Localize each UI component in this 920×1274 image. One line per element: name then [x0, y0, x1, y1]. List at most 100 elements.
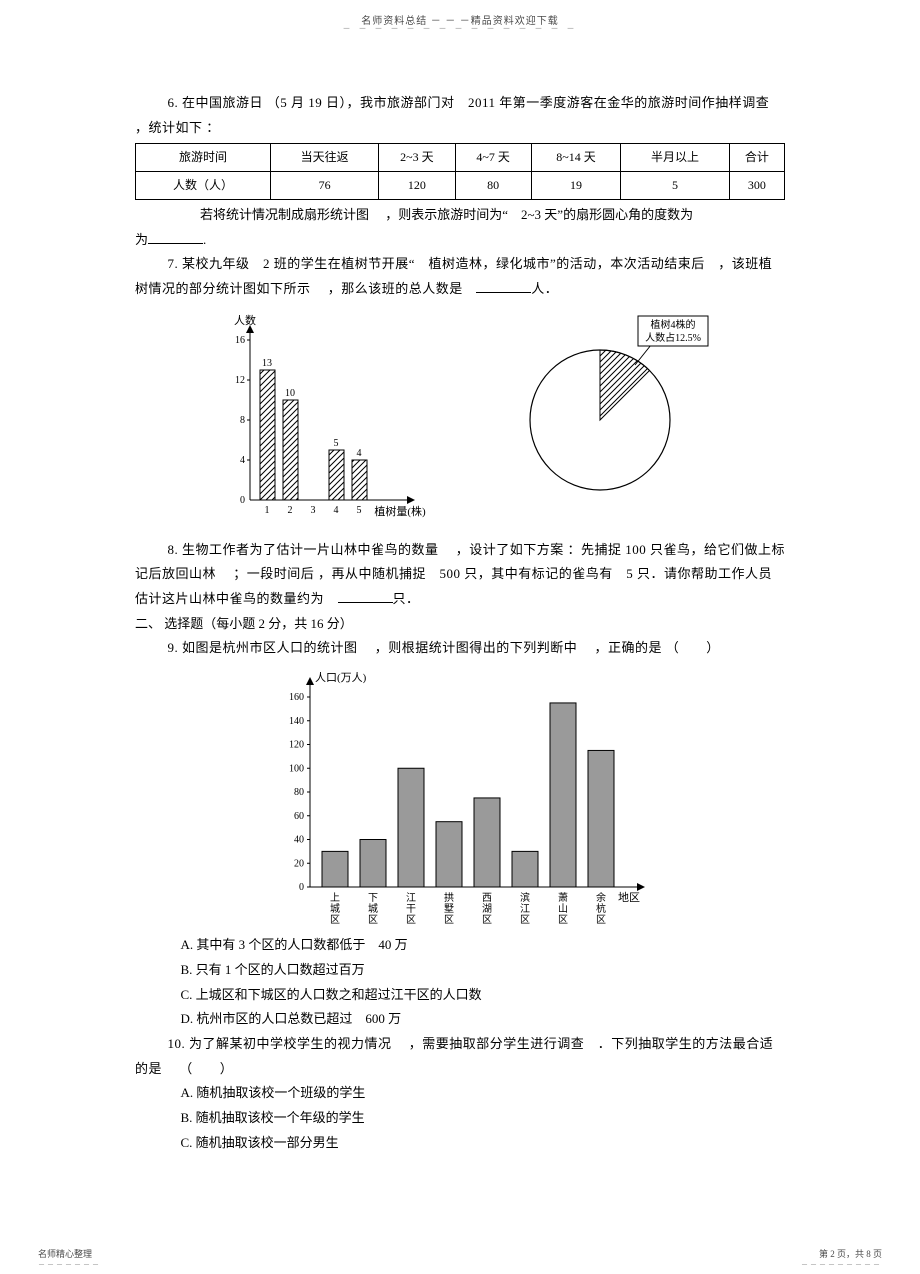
svg-text:10: 10: [285, 388, 295, 399]
page-content: 6. 在中国旅游日 （5 月 19 日），我市旅游部门对 2011 年第一季度游…: [135, 91, 785, 1155]
svg-text:湖: 湖: [482, 903, 492, 915]
svg-text:杭: 杭: [596, 902, 606, 915]
svg-text:4: 4: [357, 448, 362, 459]
svg-text:墅: 墅: [444, 903, 454, 915]
q8-body: 8. 生物工作者为了估计一片山林中雀鸟的数量 ，设计了如下方案 ：先捕捉 100…: [135, 542, 785, 606]
q9-opt-d: D. 杭州市区的人口总数已超过 600 万: [135, 1007, 785, 1032]
svg-text:城: 城: [368, 903, 378, 915]
svg-text:5: 5: [334, 438, 339, 449]
td: 76: [270, 172, 378, 200]
svg-text:上: 上: [330, 892, 340, 904]
svg-text:区: 区: [558, 914, 568, 926]
svg-text:滨: 滨: [520, 891, 530, 904]
svg-text:区: 区: [482, 914, 492, 926]
ylabel: 人口(万人): [315, 671, 367, 684]
th: 2~3 天: [379, 144, 455, 172]
svg-text:拱: 拱: [444, 891, 454, 904]
q9-opt-c: C. 上城区和下城区的人口数之和超过江干区的人口数: [135, 983, 785, 1008]
q10-opt-a: A. 随机抽取该校一个班级的学生: [135, 1081, 785, 1106]
svg-text:4: 4: [334, 505, 339, 516]
th: 合计: [729, 144, 784, 172]
svg-text:3: 3: [311, 505, 316, 516]
q7-body: 7. 某校九年级 2 班的学生在植树节开展“ 植树造林，绿化城市”的活动，本次活…: [135, 256, 772, 296]
q6-text: 6. 在中国旅游日 （5 月 19 日），我市旅游部门对 2011 年第一季度游…: [135, 91, 785, 140]
svg-text:13: 13: [262, 358, 272, 369]
td: 300: [729, 172, 784, 200]
svg-text:干: 干: [406, 904, 416, 915]
header-dots: － － － － － － － － － － － － － － －: [0, 27, 920, 31]
footer-right: 第 2 页，共 8 页: [819, 1247, 882, 1260]
svg-text:160: 160: [289, 692, 304, 703]
section2-heading: 二、 选择题（每小题 2 分，共 16 分）: [135, 612, 785, 637]
blank: [148, 231, 203, 244]
svg-text:40: 40: [294, 835, 304, 846]
blank: [476, 280, 531, 293]
svg-text:4: 4: [240, 455, 245, 466]
svg-text:城: 城: [330, 903, 340, 915]
svg-text:植树4株的: 植树4株的: [651, 318, 696, 331]
th: 8~14 天: [531, 144, 621, 172]
q9-opt-b: B. 只有 1 个区的人口数超过百万: [135, 958, 785, 983]
svg-text:2: 2: [288, 505, 293, 516]
td: 80: [455, 172, 531, 200]
svg-text:萧: 萧: [558, 892, 568, 904]
svg-text:20: 20: [294, 858, 304, 869]
q6-table: 旅游时间 当天往返 2~3 天 4~7 天 8~14 天 半月以上 合计 人数（…: [135, 143, 785, 200]
footer-dots-r: －－－－－－－－－: [801, 1260, 882, 1270]
q10-opt-b: B. 随机抽取该校一个年级的学生: [135, 1106, 785, 1131]
svg-text:140: 140: [289, 716, 304, 727]
td: 120: [379, 172, 455, 200]
footer-left: 名师精心整理: [38, 1247, 92, 1260]
svg-text:江: 江: [520, 903, 530, 915]
svg-text:80: 80: [294, 787, 304, 798]
q7-pie-chart: 植树4株的 人数占12.5%: [490, 310, 710, 510]
q10-opt-c: C. 随机抽取该校一部分男生: [135, 1131, 785, 1156]
th: 4~7 天: [455, 144, 531, 172]
svg-text:12: 12: [235, 375, 245, 386]
td: 19: [531, 172, 621, 200]
ylabel: 人数: [234, 314, 256, 327]
svg-text:区: 区: [330, 914, 340, 926]
page-header: 名师资料总结 － － －精品资料欢迎下载: [0, 0, 920, 27]
svg-text:区: 区: [368, 914, 378, 926]
q7-suffix: 人．: [531, 281, 558, 296]
svg-text:1: 1: [265, 505, 270, 516]
svg-text:下: 下: [368, 893, 378, 904]
footer-dots-l: －－－－－－－: [38, 1260, 101, 1270]
svg-text:120: 120: [289, 740, 304, 751]
blank: [338, 590, 393, 603]
q9-text: 9. 如图是杭州市区人口的统计图 ，则根据统计图得出的下列判断中 ，正确的是 （…: [135, 636, 785, 661]
th: 旅游时间: [136, 144, 271, 172]
svg-text:人数占12.5%: 人数占12.5%: [645, 331, 701, 344]
td: 5: [621, 172, 729, 200]
q6-after-text: 若将统计情况制成扇形统计图 ，则表示旅游时间为“ 2~3 天”的扇形圆心角的度数…: [135, 203, 693, 228]
table-header-row: 旅游时间 当天往返 2~3 天 4~7 天 8~14 天 半月以上 合计: [136, 144, 785, 172]
q10-text: 10. 为了解某初中学校学生的视力情况 ，需要抽取部分学生进行调查 ．下列抽取学…: [135, 1032, 785, 1081]
q7-charts: 0 4 8 12 16 人数 13 10 5 4 1 2 3 4 5: [135, 310, 785, 530]
table-row: 人数（人） 76 120 80 19 5 300: [136, 172, 785, 200]
svg-text:江: 江: [406, 892, 416, 904]
q6-prefix-wei: 为: [135, 232, 148, 247]
th: 半月以上: [621, 144, 729, 172]
svg-text:100: 100: [289, 763, 304, 774]
q8-suffix: 只．: [393, 591, 420, 606]
svg-text:区: 区: [520, 914, 530, 926]
q9-opt-a: A. 其中有 3 个区的人口数都低于 40 万: [135, 933, 785, 958]
xlabel: 地区: [618, 891, 640, 904]
svg-text:5: 5: [357, 505, 362, 516]
svg-text:余: 余: [596, 891, 606, 904]
svg-text:西: 西: [482, 893, 492, 904]
xlabel: 植树量(株): [374, 504, 426, 518]
svg-text:区: 区: [596, 914, 606, 926]
svg-text:16: 16: [235, 335, 245, 346]
q6-after: 若将统计情况制成扇形统计图 ，则表示旅游时间为“ 2~3 天”的扇形圆心角的度数…: [135, 203, 785, 252]
q6-period: .: [203, 232, 206, 247]
q9-bar-chart: 人口(万人) 地区 020406080100120140160 上城区下城区江干…: [260, 667, 660, 927]
q9-chart-wrap: 人口(万人) 地区 020406080100120140160 上城区下城区江干…: [135, 667, 785, 927]
svg-text:区: 区: [444, 914, 454, 926]
svg-text:60: 60: [294, 811, 304, 822]
q7-bar-chart: 0 4 8 12 16 人数 13 10 5 4 1 2 3 4 5: [210, 310, 430, 530]
q7-text: 7. 某校九年级 2 班的学生在植树节开展“ 植树造林，绿化城市”的活动，本次活…: [135, 252, 785, 301]
svg-text:0: 0: [240, 495, 245, 506]
svg-text:0: 0: [299, 882, 304, 893]
